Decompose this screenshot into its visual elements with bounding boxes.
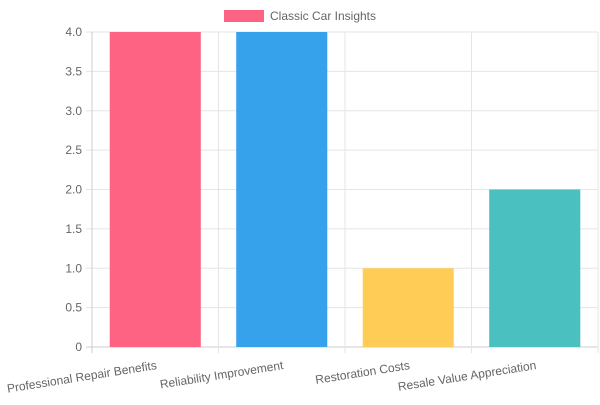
- x-tick-label: Professional Repair Benefits: [6, 358, 158, 396]
- y-tick-label: 3.0: [65, 104, 82, 118]
- bar: [489, 189, 581, 347]
- y-tick-label: 1.0: [65, 261, 82, 275]
- bar: [109, 32, 201, 347]
- y-tick-label: 1.5: [65, 222, 82, 236]
- x-tick-label: Reliability Improvement: [159, 358, 285, 391]
- legend-label: Classic Car Insights: [269, 9, 377, 23]
- y-tick-label: 2.0: [65, 183, 82, 197]
- x-tick-label: Restoration Costs: [314, 358, 410, 387]
- y-tick-label: 2.5: [65, 143, 82, 157]
- y-tick-label: 0.5: [65, 301, 82, 315]
- x-tick-label: Resale Value Appreciation: [397, 358, 537, 394]
- y-tick-label: 0: [75, 340, 82, 354]
- bar: [362, 268, 454, 347]
- y-tick-label: 3.5: [65, 64, 82, 78]
- chart-legend[interactable]: Classic Car Insights: [0, 9, 600, 23]
- y-tick-label: 4.0: [65, 25, 82, 39]
- legend-swatch: [223, 10, 264, 22]
- bar: [236, 32, 328, 347]
